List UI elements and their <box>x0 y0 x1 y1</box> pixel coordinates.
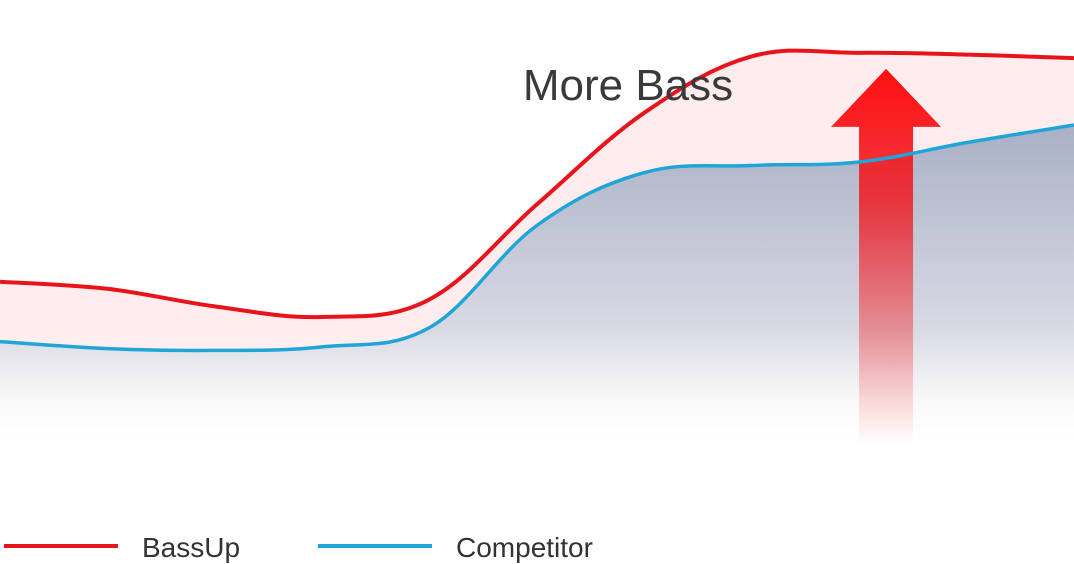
plot-area <box>0 48 1074 447</box>
legend-label-competitor: Competitor <box>456 532 593 563</box>
annotation-label: More Bass <box>523 61 733 110</box>
series-line-competitor <box>0 123 1074 353</box>
more-bass-arrow <box>831 68 942 446</box>
legend: BassUp Competitor <box>4 532 593 563</box>
legend-label-bassup: BassUp <box>142 532 240 563</box>
series-line-bassup <box>0 48 1074 320</box>
